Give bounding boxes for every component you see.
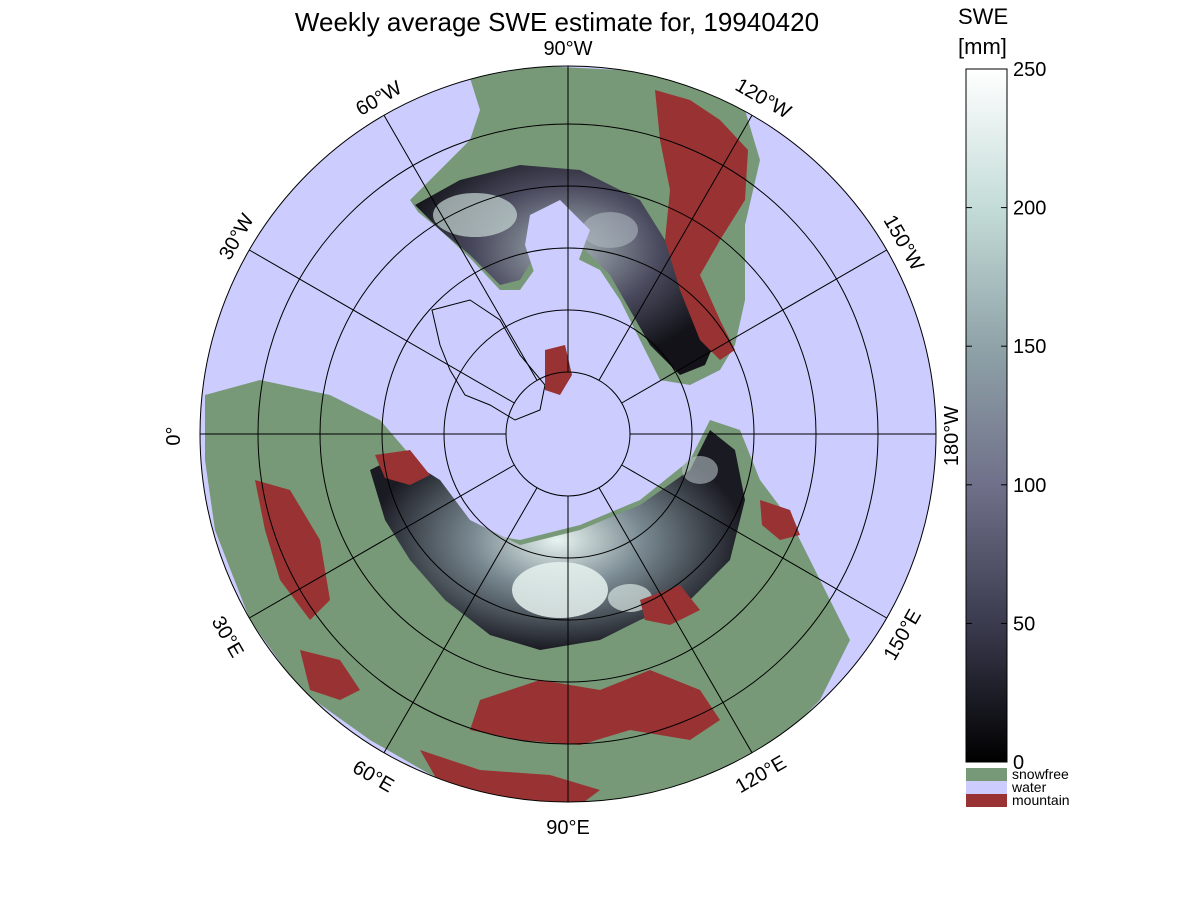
snow-high-na-west — [433, 193, 517, 237]
mountain-caucasus — [300, 650, 360, 700]
colorbar-unit: [mm] — [958, 34, 1007, 59]
mountain-central-asia — [470, 670, 720, 745]
label-0: 0° — [163, 426, 185, 445]
colorbar-tick-label: 250 — [1013, 59, 1046, 81]
colorbar-tick-label: 150 — [1013, 336, 1046, 358]
mountain-greenland-coast — [545, 345, 572, 395]
meridian-line-2 — [621, 464, 887, 619]
legend-swatch-water — [966, 781, 1007, 794]
colorbar-tick-label: 200 — [1013, 198, 1046, 220]
label-180w: 180°W — [941, 406, 963, 466]
snow-high-chukotka — [682, 456, 718, 484]
meridian-line-5 — [383, 487, 538, 753]
colorbar-ticks: 250 200 150 100 50 0 — [966, 59, 1046, 774]
polar-map — [199, 65, 937, 803]
snow-high-siberia — [512, 562, 608, 618]
legend-swatch-snowfree — [966, 768, 1007, 781]
snow-high-na-east — [582, 212, 638, 248]
legend-label-water: water — [1011, 779, 1047, 795]
legend-label-mountain: mountain — [1012, 792, 1070, 808]
map-title: Weekly average SWE estimate for, 1994042… — [295, 7, 819, 37]
label-90w: 90°W — [543, 38, 592, 60]
meridian-line-8 — [249, 249, 515, 404]
meridian-line-11 — [598, 115, 753, 381]
mountain-ural — [375, 450, 430, 485]
colorbar-tick-label: 0 — [1013, 752, 1024, 774]
meridian-line-3 — [598, 487, 753, 753]
legend-swatch-mountain — [966, 794, 1007, 807]
greenland-outline — [431, 299, 546, 421]
legend-label-snowfree: snowfree — [1012, 766, 1069, 782]
land-layers — [205, 66, 850, 802]
map-boundary — [199, 65, 937, 803]
mountain-kamchatka — [760, 500, 800, 540]
label-30e: 30°E — [207, 613, 248, 662]
colorbar-tick-label: 100 — [1013, 475, 1046, 497]
meridian-line-6 — [249, 464, 515, 619]
colorbar-gradient-bar — [965, 68, 1008, 763]
meridian-line-9 — [383, 115, 538, 381]
hudson-bay — [525, 200, 590, 290]
label-60e: 60°E — [349, 756, 398, 797]
meridian-line-12 — [621, 249, 887, 404]
mountain-verkhoyansk — [640, 585, 700, 625]
colorbar-tick-label: 50 — [1013, 613, 1035, 635]
graticule — [200, 66, 936, 802]
label-90e: 90°E — [546, 817, 590, 839]
colorbar-title: SWE — [958, 4, 1008, 29]
mountain-europe — [255, 480, 330, 620]
colorbar: SWE [mm] 250 200 150 100 50 0 — [958, 4, 1046, 774]
